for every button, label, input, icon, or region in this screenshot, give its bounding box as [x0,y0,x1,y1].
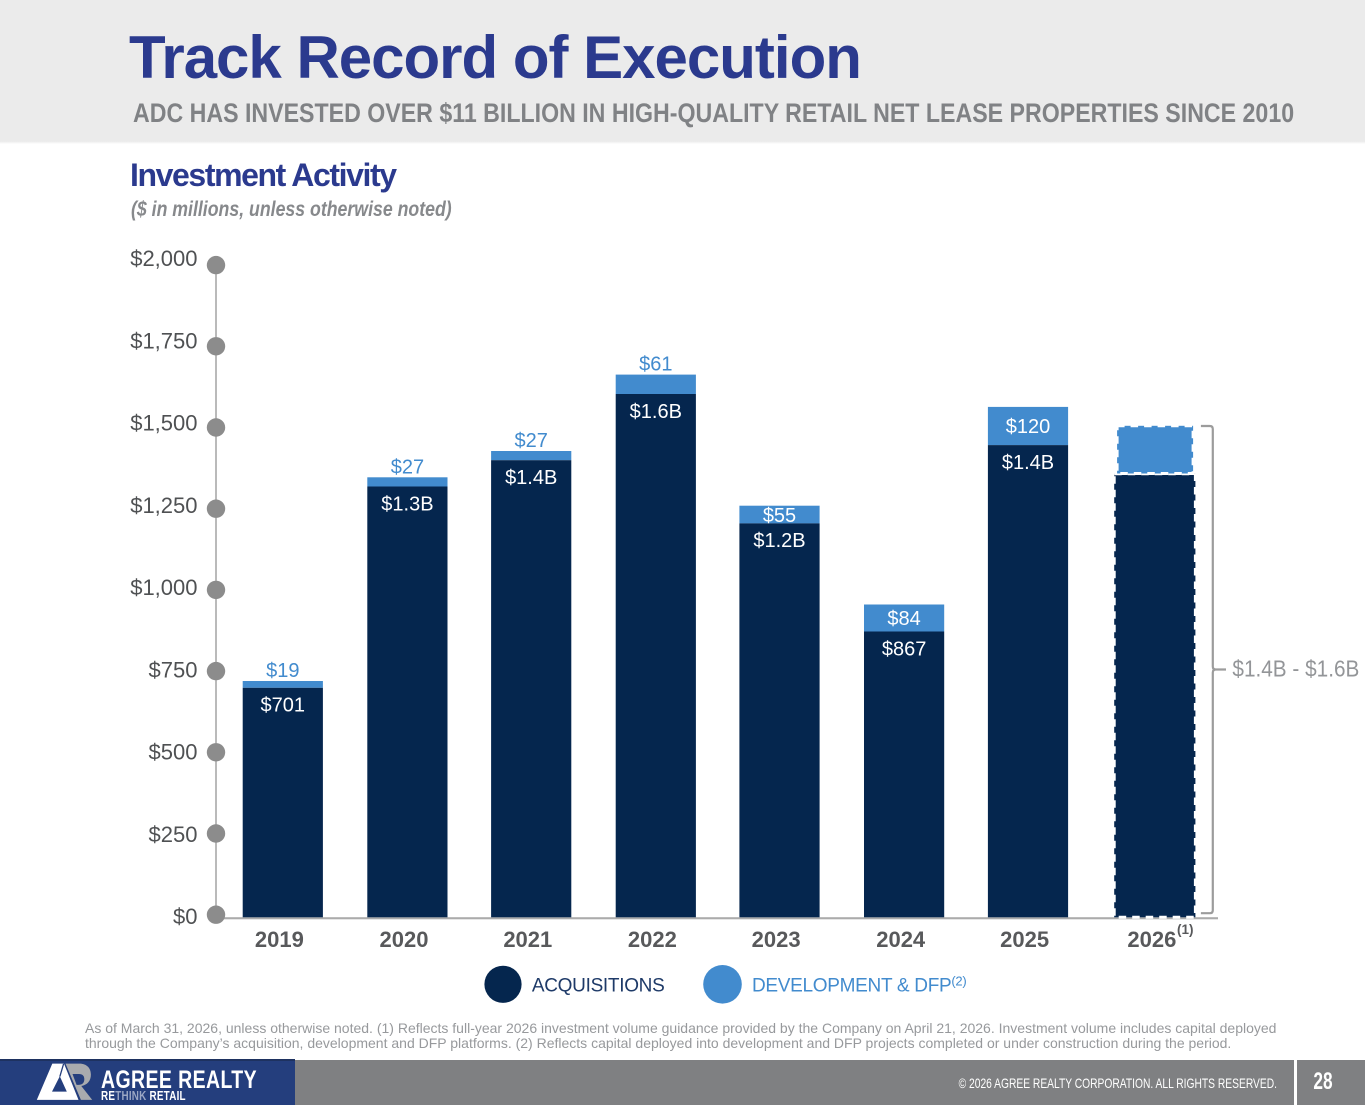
svg-text:$1,500: $1,500 [130,411,197,436]
svg-text:$701: $701 [261,695,306,717]
svg-text:DEVELOPMENT & DFP(2): DEVELOPMENT & DFP(2) [752,974,966,997]
svg-text:$27: $27 [391,456,424,478]
svg-text:$1.6B: $1.6B [630,401,682,423]
svg-text:2026: 2026 [1127,927,1176,952]
svg-text:2021: 2021 [503,927,552,952]
svg-text:$500: $500 [149,740,198,765]
svg-text:$55: $55 [763,505,796,527]
svg-text:$1.4B: $1.4B [505,467,557,489]
svg-text:(1): (1) [1177,922,1194,937]
svg-text:$2,000: $2,000 [130,246,197,271]
svg-text:$1,750: $1,750 [130,328,197,353]
svg-text:$1.2B: $1.2B [753,530,805,552]
svg-text:$250: $250 [149,822,198,847]
svg-text:$1.4B: $1.4B [1002,452,1054,474]
svg-text:2025: 2025 [1000,927,1049,952]
svg-text:2023: 2023 [752,927,801,952]
svg-text:$19: $19 [266,660,299,682]
svg-text:$0: $0 [173,904,197,929]
svg-text:2024: 2024 [876,927,926,952]
svg-text:ACQUISITIONS: ACQUISITIONS [532,976,665,997]
svg-text:$750: $750 [149,657,198,682]
svg-text:$1,250: $1,250 [130,493,197,518]
svg-text:$1.3B: $1.3B [381,493,433,515]
svg-text:2019: 2019 [255,927,304,952]
svg-text:$120: $120 [1006,416,1051,438]
svg-text:$61: $61 [639,354,672,376]
svg-text:$84: $84 [887,608,920,630]
svg-text:2022: 2022 [628,927,677,952]
svg-text:2020: 2020 [380,927,429,952]
svg-text:$1,000: $1,000 [130,575,197,600]
svg-text:$1.4B - $1.6B: $1.4B - $1.6B [1232,656,1359,682]
svg-text:$867: $867 [882,638,927,660]
svg-text:$27: $27 [515,430,548,452]
